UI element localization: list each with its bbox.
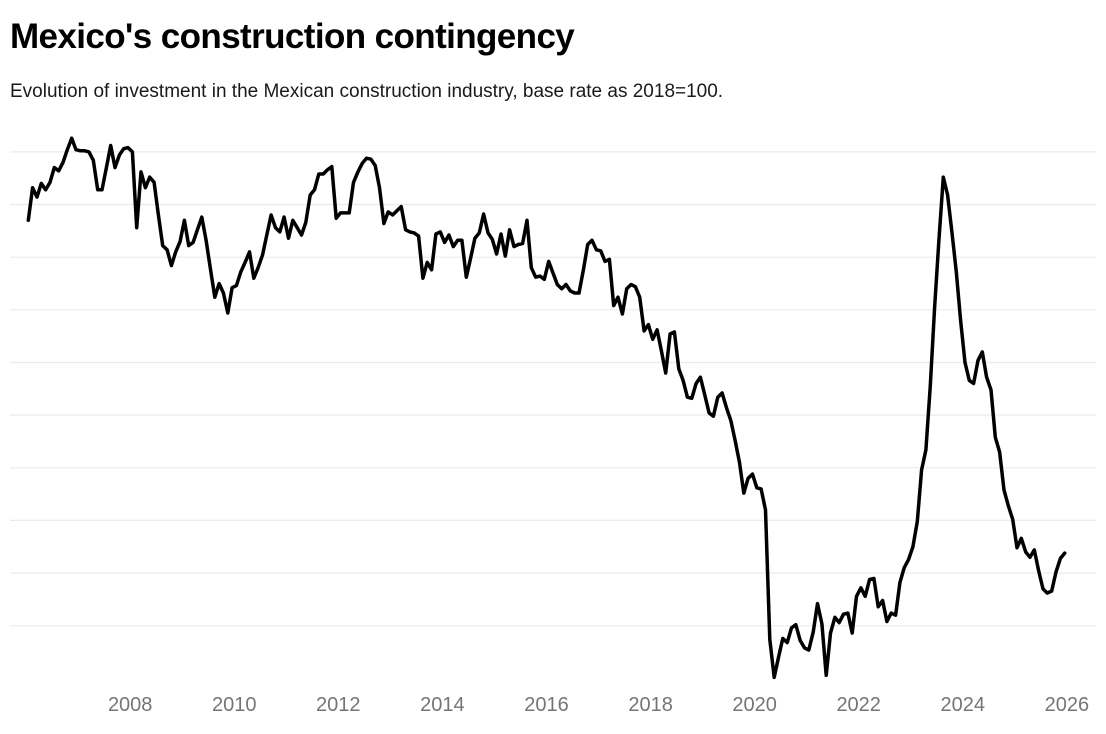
x-axis-tick-label: 2014 [420,694,465,716]
x-axis: 2008 2010 2012 2014 2016 2018 2020 2022 2024 2026 [108,694,1089,716]
x-axis-tick-label: 2008 [108,694,153,716]
x-axis-tick-label: 2022 [836,694,881,716]
x-axis-tick-label: 2018 [628,694,673,716]
y-gridlines [10,151,1096,627]
x-axis-tick-label: 2024 [941,694,986,716]
x-axis-tick-label: 2012 [316,694,361,716]
x-axis-tick-label: 2010 [212,694,257,716]
chart-subtitle: Evolution of investment in the Mexican c… [10,80,724,102]
investment-line [26,136,1067,680]
x-axis-tick-label: 2020 [732,694,777,716]
chart-title: Mexico's construction contingency [10,17,575,56]
x-axis-tick-label: 2016 [524,694,569,716]
x-axis-tick-label: 2026 [1045,694,1090,716]
chart-header: Mexico's construction contingency Evolut… [10,0,723,103]
